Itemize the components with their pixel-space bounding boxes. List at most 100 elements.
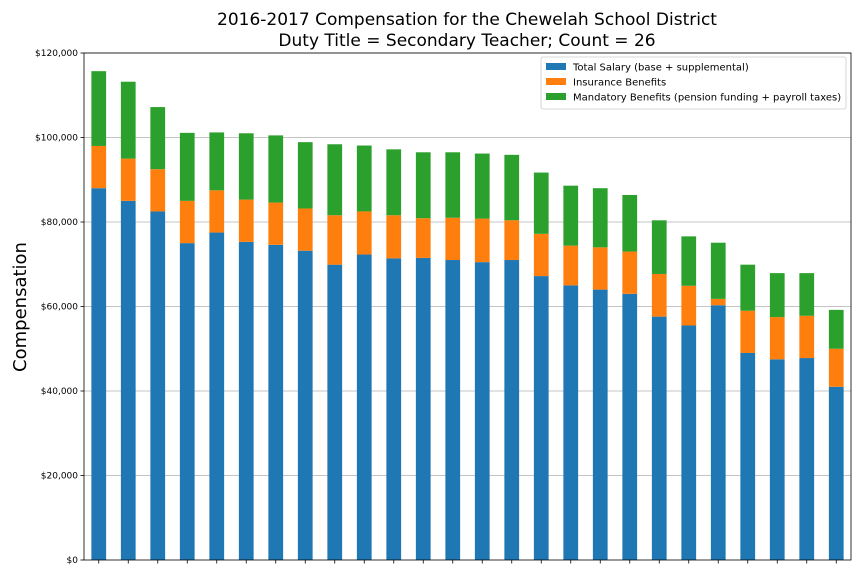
bar-segment-series-1-24 — [799, 315, 815, 359]
x-ticks — [98, 560, 837, 564]
bar-segment-series-1-15 — [533, 233, 549, 277]
bar-segment-series-1-10 — [386, 215, 402, 259]
gridlines — [84, 52, 851, 476]
bar-segment-series-1-6 — [268, 202, 284, 245]
bar-segment-series-1-13 — [474, 218, 490, 263]
bar-segment-series-0-20 — [681, 325, 697, 560]
legend: Total Salary (base + supplemental) Insura… — [540, 56, 847, 110]
legend-swatch-0 — [546, 63, 566, 70]
bar-segment-series-2-14 — [504, 154, 520, 221]
bar-segment-series-2-5 — [238, 133, 254, 200]
bar-segment-series-2-17 — [592, 188, 608, 248]
bar-segment-series-1-25 — [828, 348, 844, 387]
bar-segment-series-2-12 — [445, 152, 461, 218]
bar-segment-series-2-3 — [179, 132, 195, 201]
bar-segment-series-0-2 — [150, 211, 166, 560]
bar-segment-series-1-9 — [356, 211, 372, 255]
bar-segment-series-0-9 — [356, 254, 372, 560]
bar-segment-series-2-20 — [681, 236, 697, 286]
bar-segment-series-1-3 — [179, 200, 195, 244]
bar-segment-series-1-18 — [622, 251, 638, 294]
bar-segment-series-0-5 — [238, 241, 254, 561]
bar-segment-series-2-21 — [710, 242, 726, 299]
bar-segment-series-1-21 — [710, 298, 726, 306]
bar-segment-series-0-23 — [769, 359, 785, 560]
y-tick-label: $20,000 — [41, 472, 78, 482]
legend-swatch-1 — [546, 78, 566, 85]
bar-segment-series-2-19 — [651, 220, 667, 274]
bar-segment-series-2-24 — [799, 273, 815, 316]
bar-segment-series-1-23 — [769, 317, 785, 360]
bar-segment-series-0-16 — [563, 285, 579, 560]
bar-segment-series-1-22 — [740, 310, 756, 353]
bar-segment-series-0-19 — [651, 316, 667, 560]
bar-segment-series-0-11 — [415, 257, 431, 560]
legend-box — [540, 56, 847, 110]
bar-segment-series-1-19 — [651, 273, 667, 317]
bar-segment-series-2-13 — [474, 153, 490, 219]
bar-segment-series-2-0 — [91, 71, 107, 146]
legend-label-1: Insurance Benefits — [573, 78, 666, 89]
y-ticks: $0 $20,000 $40,000 $60,000 $80,000 $100,000 $1… — [35, 49, 84, 566]
bar-segment-series-1-16 — [563, 245, 579, 286]
bar-segment-series-2-8 — [327, 144, 343, 216]
bar-segment-series-0-17 — [592, 289, 608, 560]
bar-segment-series-0-7 — [297, 250, 313, 561]
bar-segment-series-1-11 — [415, 218, 431, 258]
y-tick-label: $40,000 — [41, 387, 78, 397]
bar-segment-series-0-12 — [445, 260, 461, 560]
bar-segment-series-1-20 — [681, 285, 697, 326]
bar-segment-series-1-8 — [327, 215, 343, 265]
bar-segment-series-0-4 — [209, 232, 225, 560]
bar-segment-series-1-12 — [445, 217, 461, 261]
bar-segment-series-2-15 — [533, 172, 549, 234]
y-tick-label: $0 — [67, 556, 79, 566]
bar-segment-series-0-14 — [504, 260, 520, 560]
bars — [91, 71, 844, 561]
bar-segment-series-0-13 — [474, 262, 490, 560]
bar-segment-series-2-1 — [120, 81, 136, 159]
bar-segment-series-0-24 — [799, 358, 815, 560]
bar-segment-series-2-18 — [622, 194, 638, 252]
y-tick-label: $120,000 — [35, 49, 78, 59]
bar-segment-series-1-14 — [504, 220, 520, 261]
y-tick-label: $100,000 — [35, 134, 78, 144]
bar-segment-series-0-8 — [327, 264, 343, 560]
bar-segment-series-0-21 — [710, 305, 726, 560]
bar-segment-series-1-0 — [91, 145, 107, 189]
chart-subtitle: Duty Title = Secondary Teacher; Count = … — [278, 31, 655, 51]
bar-segment-series-2-9 — [356, 145, 372, 212]
bar-segment-series-2-2 — [150, 107, 166, 170]
legend-swatch-2 — [546, 93, 566, 100]
y-axis-label: Compensation — [10, 242, 31, 372]
bar-segment-series-2-11 — [415, 152, 431, 219]
bar-segment-series-2-10 — [386, 149, 402, 216]
bar-segment-series-1-1 — [120, 158, 136, 201]
bar-segment-series-0-22 — [740, 352, 756, 560]
bar-segment-series-1-2 — [150, 169, 166, 212]
bar-segment-series-2-16 — [563, 185, 579, 246]
legend-label-2: Mandatory Benefits (pension funding + pa… — [573, 93, 841, 104]
bar-segment-series-0-18 — [622, 293, 638, 560]
bar-segment-series-2-23 — [769, 273, 785, 318]
bar-segment-series-0-1 — [120, 200, 136, 560]
legend-label-0: Total Salary (base + supplemental) — [572, 63, 749, 74]
bar-segment-series-0-25 — [828, 386, 844, 560]
bar-segment-series-2-4 — [209, 132, 225, 191]
bar-segment-series-1-4 — [209, 190, 225, 233]
bar-segment-series-1-5 — [238, 199, 254, 242]
bar-segment-series-2-25 — [828, 309, 844, 349]
bar-segment-series-0-3 — [179, 243, 195, 560]
bar-segment-series-2-7 — [297, 142, 313, 209]
bar-segment-series-0-0 — [91, 188, 107, 560]
bar-segment-series-0-15 — [533, 276, 549, 560]
bar-segment-series-0-10 — [386, 258, 402, 560]
chart-title: 2016-2017 Compensation for the Chewelah … — [217, 10, 717, 30]
y-tick-label: $80,000 — [41, 218, 78, 228]
bar-segment-series-1-7 — [297, 208, 313, 251]
bar-segment-series-2-6 — [268, 135, 284, 203]
y-tick-label: $60,000 — [41, 303, 78, 313]
bar-segment-series-2-22 — [740, 264, 756, 311]
bar-segment-series-1-17 — [592, 247, 608, 290]
